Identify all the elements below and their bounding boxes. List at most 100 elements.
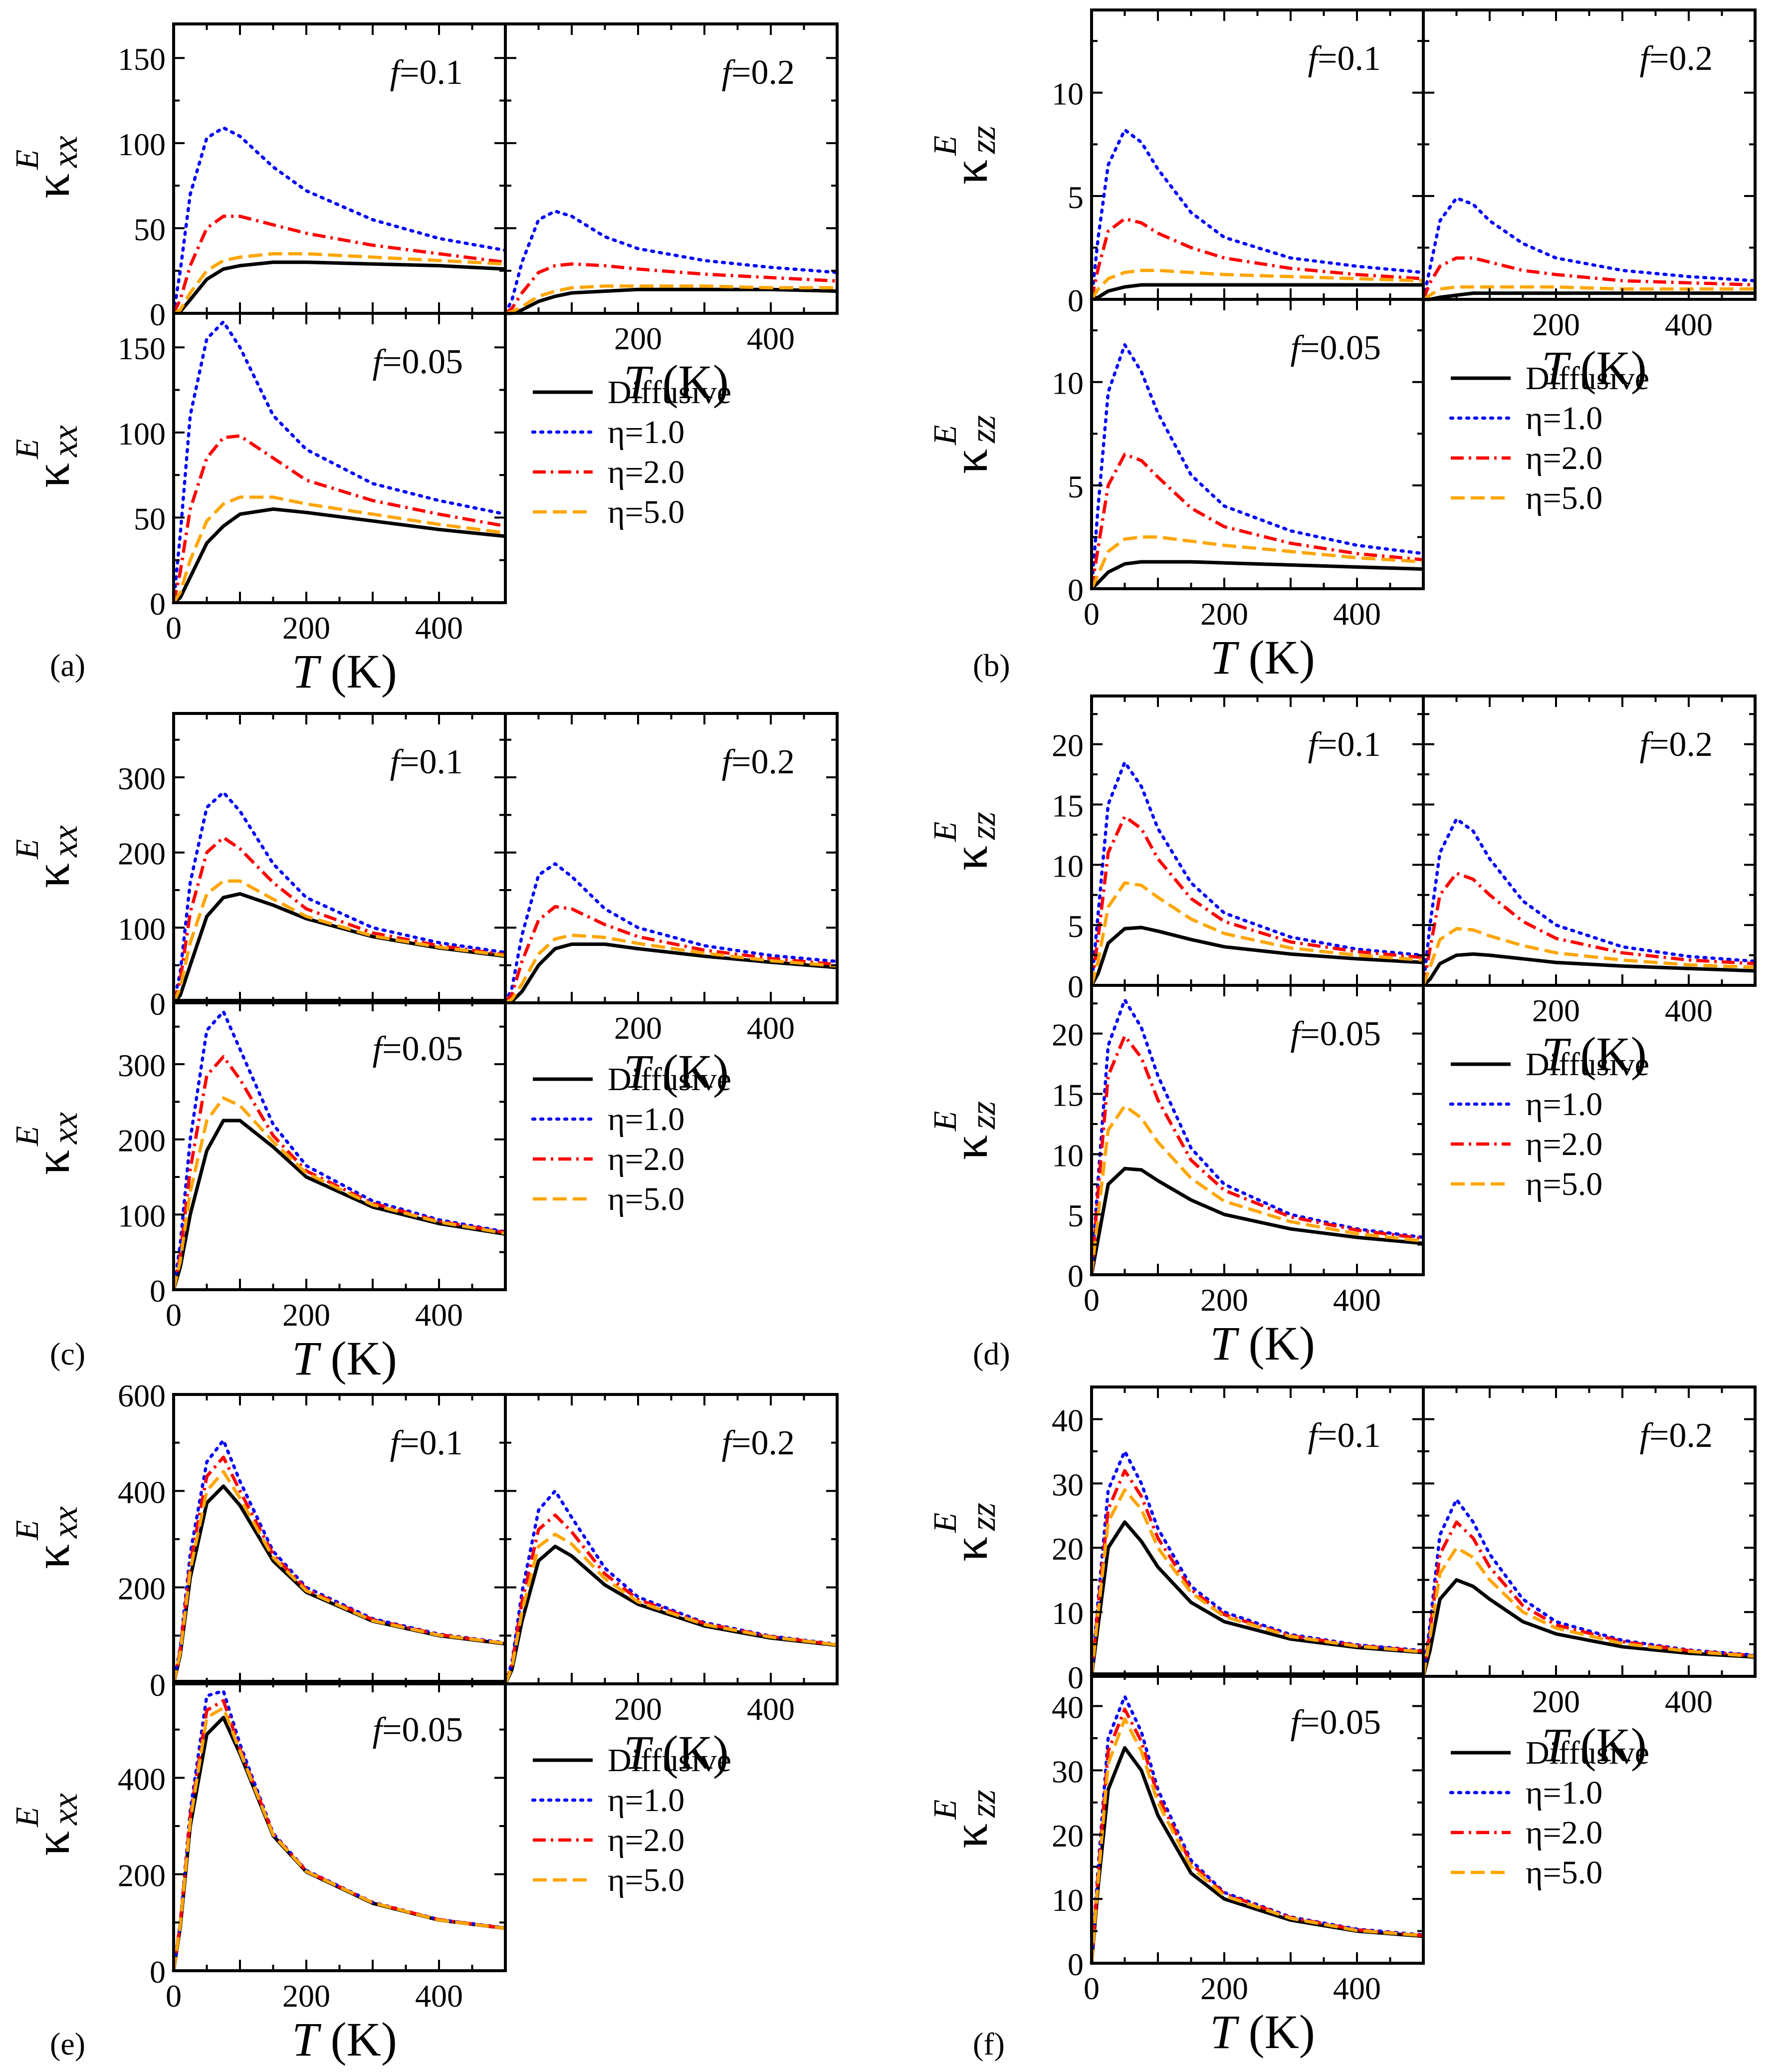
y-axis-label-sub: xx: [45, 136, 85, 168]
series-line-c-3-1: [172, 1010, 507, 1292]
x-axis-label: T (K): [624, 1045, 729, 1098]
subplot-label: f=0.05: [1291, 329, 1381, 367]
y-axis-label-sub: zz: [963, 1790, 1003, 1818]
x-axis-var: T: [292, 1332, 322, 1385]
y-tick-label: 100: [118, 911, 166, 946]
y-tick-label: 300: [118, 761, 166, 796]
panel-label: (f): [973, 2026, 1005, 2062]
subplot-f-3: 0 10 20 30 40 κE zz 0 200 400 T (K) f=0.05: [927, 1672, 1425, 2059]
y-axis-label: κE zz: [927, 1790, 1003, 1848]
legend-label: Diffusive: [1526, 360, 1649, 397]
series-line-c-2-1: [503, 862, 839, 1005]
y-axis-label-base: κ: [24, 1150, 80, 1175]
series-line-d-3-0: [1090, 1166, 1424, 1275]
y-tick-label: 200: [118, 1858, 166, 1893]
x-axis-unit: (K): [319, 2013, 397, 2066]
series-line-a-2-0: [505, 287, 838, 315]
legend-label: Diffusive: [1526, 1735, 1649, 1771]
x-axis-var: T: [1542, 341, 1571, 395]
x-tick-label: 0: [166, 1978, 182, 2014]
series-line-a-2-3: [505, 284, 837, 315]
subplot-b-3: 0 5 10 κE zz 0 200 400 T (K) f=0.05: [927, 298, 1425, 684]
x-axis-label: T (K): [292, 1332, 397, 1385]
x-axis-label: T (K): [624, 355, 729, 409]
subplot-label: f=0.1: [1308, 1416, 1381, 1455]
y-axis-label-base: κ: [24, 463, 80, 488]
series-line-a-3-2: [172, 434, 506, 603]
y-tick-label: 40: [1052, 1689, 1084, 1725]
x-tick-label: 0: [1084, 1282, 1100, 1318]
y-axis-label-base: κ: [942, 846, 998, 871]
x-axis-label: T (K): [292, 645, 397, 698]
x-axis-unit: (K): [1568, 341, 1647, 395]
y-axis-label-sub: zz: [963, 415, 1003, 444]
subplot-c-1: 0 100 200 300 κE xx f=0.1: [9, 712, 507, 1022]
legend-label: η=1.0: [608, 414, 684, 451]
x-axis-var: T: [1210, 2005, 1240, 2059]
x-axis-label: T (K): [292, 2013, 397, 2066]
subplot-f-2: 200 400 T (K) f=0.2: [1421, 1385, 1757, 1772]
subplot-label: f=0.05: [373, 1711, 463, 1749]
subplot-label-value: =0.1: [1318, 39, 1381, 78]
y-tick-label: 150: [118, 41, 166, 77]
series-line-b-1-0: [1091, 283, 1423, 301]
subplot-label: f=0.1: [1308, 39, 1381, 78]
legend-label: η=2.0: [1526, 440, 1602, 476]
y-axis-label-sup: E: [927, 822, 963, 842]
series-line-b-2-2: [1421, 256, 1756, 300]
series-line-d-1-3: [1090, 881, 1424, 986]
subplot-label: f=0.05: [373, 343, 463, 381]
x-axis-label: T (K): [1542, 341, 1647, 395]
series-line-a-3-1: [172, 320, 507, 605]
y-tick-label: 30: [1052, 1754, 1084, 1789]
subplot-label: f=0.2: [722, 1424, 795, 1462]
x-axis-unit: (K): [651, 355, 729, 409]
subplot-label: f=0.1: [1308, 725, 1381, 764]
y-tick-label: 5: [1068, 469, 1084, 504]
subplot-label-value: =0.1: [1318, 725, 1381, 764]
subplot-label: f=0.2: [1640, 725, 1713, 764]
x-tick-label: 400: [747, 321, 795, 356]
series-line-d-2-2: [1421, 872, 1756, 986]
series-line-f-2-2: [1421, 1520, 1756, 1677]
x-tick-label: 400: [415, 1978, 463, 2014]
y-axis-label-base: κ: [942, 160, 998, 185]
y-axis-label-sup: E: [927, 1111, 963, 1132]
series-line-a-1-2: [172, 215, 506, 314]
y-tick-label: 20: [1052, 728, 1084, 763]
series-line-b-2-3: [1422, 285, 1755, 301]
y-axis-label-sup: E: [9, 1520, 45, 1541]
y-tick-label: 0: [150, 986, 166, 1022]
y-tick-label: 200: [118, 1123, 166, 1158]
subplot-e-1: 0 200 400 600 κE xx f=0.1: [9, 1378, 507, 1703]
x-tick-label: 400: [1333, 1282, 1381, 1318]
panel-label: (e): [50, 2026, 85, 2062]
subplot-label-value: =0.1: [400, 53, 463, 92]
x-axis-label: T (K): [1210, 631, 1315, 684]
y-axis-label-sup: E: [927, 1800, 963, 1820]
y-axis-label: κE zz: [927, 415, 1003, 474]
y-tick-label: 50: [134, 501, 166, 536]
legend-label: Diffusive: [608, 374, 731, 411]
series-line-f-1-1: [1090, 1449, 1425, 1678]
series-line-c-2-3: [504, 933, 838, 1004]
subplot-c-3: 0 100 200 300 κE xx 0 200 400 T (K) f=0.05: [9, 999, 507, 1385]
x-tick-label: 0: [1084, 596, 1100, 632]
y-tick-label: 5: [1068, 1198, 1084, 1233]
subplot-label-value: =0.05: [1300, 329, 1381, 367]
series-line-b-1-1: [1090, 128, 1425, 301]
x-tick-label: 200: [1200, 596, 1248, 632]
y-tick-label: 5: [1068, 909, 1084, 944]
subplot-label-value: =0.2: [1649, 39, 1713, 78]
subplot-d-2: 200 400 T (K) f=0.2: [1421, 694, 1757, 1081]
subplot-a-2: 200 400 T (K) f=0.2: [503, 22, 839, 409]
x-axis-var: T: [1542, 1027, 1571, 1081]
x-axis-unit: (K): [651, 1726, 729, 1779]
